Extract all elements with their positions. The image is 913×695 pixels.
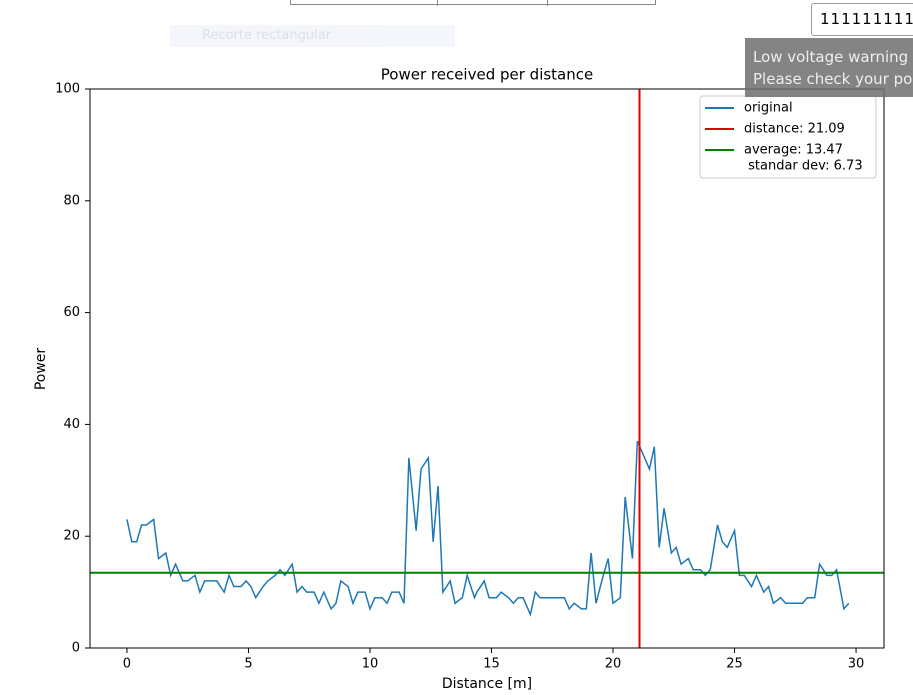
y-tick-label: 80: [63, 193, 80, 208]
x-tick-label: 25: [726, 657, 743, 672]
toast-text: Please check your power supply: [753, 70, 913, 88]
legend-label: average: 13.47: [744, 143, 843, 158]
y-tick-label: 20: [63, 529, 80, 544]
chart-title: Power received per distance: [381, 66, 593, 84]
data-line: [126, 440, 850, 617]
y-tick-label: 60: [63, 305, 80, 320]
y-tick-label: 100: [55, 82, 80, 97]
legend-label: original: [744, 101, 793, 116]
legend-label: distance: 21.09: [744, 122, 845, 137]
toolbar: [290, 0, 656, 6]
y-tick-label: 40: [63, 417, 80, 432]
y-axis-label: Power: [33, 348, 49, 391]
x-tick-label: 10: [362, 657, 379, 672]
toolbar-button[interactable]: Recorte rectangular: [170, 25, 455, 47]
y-tick-label: 0: [72, 641, 80, 656]
x-axis-label: Distance [m]: [442, 676, 532, 692]
x-tick-label: 15: [483, 657, 500, 672]
x-tick-label: 30: [848, 657, 865, 672]
x-tick-label: 5: [244, 657, 252, 672]
text-input[interactable]: 11111111111111: [811, 3, 913, 36]
toast-text: Low voltage warning: [753, 48, 909, 66]
toast: Low voltage warning Please check your po…: [745, 38, 913, 97]
x-tick-label: 20: [605, 657, 622, 672]
x-tick-label: 0: [123, 657, 131, 672]
plot-frame: [89, 88, 885, 649]
legend-label: standar dev: 6.73: [744, 159, 863, 174]
